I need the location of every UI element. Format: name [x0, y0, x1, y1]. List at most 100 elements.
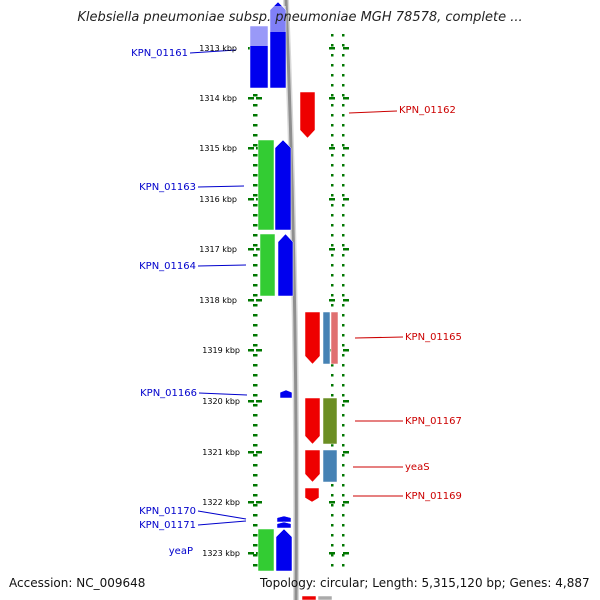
minor-tick	[255, 364, 258, 367]
minor-tick	[255, 214, 258, 217]
major-tick	[343, 47, 349, 50]
minor-tick	[342, 474, 345, 477]
minor-tick	[342, 64, 345, 67]
gene-feature-kpn-01167	[304, 397, 321, 445]
minor-tick	[331, 234, 334, 237]
gene-label-yeas[interactable]: yeaS	[405, 462, 430, 473]
gene-label-kpn-01163[interactable]: KPN_01163	[139, 182, 196, 193]
major-tick	[329, 147, 335, 150]
fade-overlay	[250, 26, 268, 46]
major-tick	[256, 451, 262, 454]
leader-line	[354, 336, 404, 339]
minor-tick	[253, 494, 256, 497]
minor-tick	[342, 254, 345, 257]
minor-tick	[331, 164, 334, 167]
minor-tick	[253, 154, 256, 157]
minor-tick	[342, 324, 345, 327]
minor-tick	[342, 194, 345, 197]
minor-tick	[255, 474, 258, 477]
minor-tick	[255, 414, 258, 417]
minor-tick	[331, 34, 334, 37]
gene-labels-right: KPN_01162 KPN_01165 KPN_01167 yeaS KPN_0…	[399, 105, 462, 502]
topology-text: Topology: circular; Length: 5,315,120 bp…	[260, 576, 590, 590]
gene-feature	[322, 449, 338, 483]
minor-tick	[253, 344, 256, 347]
gene-feature	[301, 595, 317, 600]
minor-tick	[342, 134, 345, 137]
major-tick	[256, 349, 262, 352]
minor-tick	[255, 434, 258, 437]
kbp-label: 1322 kbp	[202, 498, 240, 507]
minor-tick	[331, 384, 334, 387]
kbp-label: 1317 kbp	[199, 245, 237, 254]
minor-tick	[255, 154, 258, 157]
gene-feature	[330, 311, 339, 365]
gene-label-kpn-01162[interactable]: KPN_01162	[399, 105, 456, 116]
minor-tick	[331, 284, 334, 287]
minor-tick	[253, 124, 256, 127]
major-tick	[248, 552, 254, 555]
minor-tick	[331, 494, 334, 497]
minor-tick	[255, 104, 258, 107]
major-tick	[329, 299, 335, 302]
gene-label-yeap[interactable]: yeaP	[169, 546, 193, 557]
gene-label-kpn-01167[interactable]: KPN_01167	[405, 416, 462, 427]
gene-label-kpn-01161[interactable]: KPN_01161	[131, 48, 188, 59]
minor-tick	[253, 194, 256, 197]
minor-tick	[253, 404, 256, 407]
minor-tick	[255, 184, 258, 187]
minor-tick	[255, 354, 258, 357]
gene-labels-left: KPN_01161 KPN_01163 KPN_01164 KPN_01166 …	[131, 48, 197, 557]
minor-tick	[255, 444, 258, 447]
minor-tick	[342, 264, 345, 267]
minor-tick	[342, 484, 345, 487]
minor-tick	[253, 424, 256, 427]
kbp-label: 1318 kbp	[199, 296, 237, 305]
kbp-label: 1319 kbp	[202, 346, 240, 355]
minor-tick	[342, 314, 345, 317]
minor-tick	[342, 94, 345, 97]
minor-tick	[331, 44, 334, 47]
minor-tick	[255, 514, 258, 517]
gene-feature-yeas	[304, 449, 321, 483]
leader-line	[198, 392, 248, 396]
minor-tick	[342, 124, 345, 127]
gene-label-kpn-01171[interactable]: KPN_01171	[139, 520, 196, 531]
minor-tick	[255, 304, 258, 307]
minor-tick	[253, 174, 256, 177]
minor-tick	[253, 254, 256, 257]
minor-tick	[342, 214, 345, 217]
major-tick	[248, 400, 254, 403]
minor-tick	[342, 154, 345, 157]
minor-tick	[255, 174, 258, 177]
minor-tick	[342, 284, 345, 287]
major-tick	[329, 97, 335, 100]
minor-tick	[253, 334, 256, 337]
major-tick	[343, 248, 349, 251]
minor-tick	[331, 214, 334, 217]
gene-label-kpn-01165[interactable]: KPN_01165	[405, 332, 462, 343]
gene-feature	[322, 397, 338, 445]
minor-tick	[255, 274, 258, 277]
gene-feature-kpn-01162	[299, 91, 316, 139]
minor-tick	[342, 444, 345, 447]
minor-tick	[253, 204, 256, 207]
minor-tick	[342, 174, 345, 177]
gene-label-kpn-01166[interactable]: KPN_01166	[140, 388, 197, 399]
gene-label-kpn-01164[interactable]: KPN_01164	[139, 261, 196, 272]
minor-tick	[331, 104, 334, 107]
gene-label-kpn-01169[interactable]: KPN_01169	[405, 491, 462, 502]
minor-tick	[342, 564, 345, 567]
minor-tick	[331, 204, 334, 207]
minor-tick	[342, 114, 345, 117]
minor-tick	[253, 434, 256, 437]
kbp-label: 1314 kbp	[199, 94, 237, 103]
minor-tick	[342, 334, 345, 337]
kbp-label: 1316 kbp	[199, 195, 237, 204]
minor-tick	[255, 294, 258, 297]
gene-label-kpn-01170[interactable]: KPN_01170	[139, 506, 196, 517]
minor-tick	[253, 144, 256, 147]
kbp-labels: 1313 kbp 1314 kbp 1315 kbp 1316 kbp 1317…	[199, 44, 240, 558]
minor-tick	[255, 494, 258, 497]
minor-tick	[331, 154, 334, 157]
